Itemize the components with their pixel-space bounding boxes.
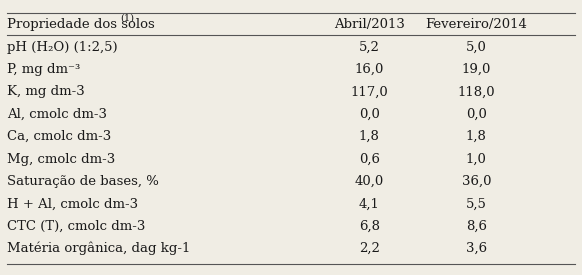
- Text: Al, cmolc dm-3: Al, cmolc dm-3: [7, 108, 107, 121]
- Text: 117,0: 117,0: [350, 85, 388, 98]
- Text: Abril/2013: Abril/2013: [333, 18, 404, 31]
- Text: (1): (1): [120, 13, 134, 22]
- Text: Fevereiro/2014: Fevereiro/2014: [425, 18, 527, 31]
- Text: 5,0: 5,0: [466, 40, 487, 54]
- Text: Ca, cmolc dm-3: Ca, cmolc dm-3: [7, 130, 111, 143]
- Text: 6,8: 6,8: [359, 220, 379, 233]
- Text: 0,6: 0,6: [359, 153, 379, 166]
- Text: 0,0: 0,0: [359, 108, 379, 121]
- Text: 5,5: 5,5: [466, 197, 487, 210]
- Text: 118,0: 118,0: [457, 85, 495, 98]
- Text: 5,2: 5,2: [359, 40, 379, 54]
- Text: CTC (T), cmolc dm-3: CTC (T), cmolc dm-3: [7, 220, 146, 233]
- Text: 1,8: 1,8: [359, 130, 379, 143]
- Text: 16,0: 16,0: [354, 63, 384, 76]
- Text: Propriedade dos solos: Propriedade dos solos: [7, 18, 159, 31]
- Text: 40,0: 40,0: [354, 175, 384, 188]
- Text: 1,8: 1,8: [466, 130, 487, 143]
- Text: K, mg dm-3: K, mg dm-3: [7, 85, 85, 98]
- Text: Matéria orgânica, dag kg-1: Matéria orgânica, dag kg-1: [7, 242, 190, 255]
- Text: Saturação de bases, %: Saturação de bases, %: [7, 175, 159, 188]
- Text: 0,0: 0,0: [466, 108, 487, 121]
- Text: H + Al, cmolc dm-3: H + Al, cmolc dm-3: [7, 197, 139, 210]
- Text: 8,6: 8,6: [466, 220, 487, 233]
- Text: 19,0: 19,0: [462, 63, 491, 76]
- Text: 36,0: 36,0: [462, 175, 491, 188]
- Text: pH (H₂O) (1:2,5): pH (H₂O) (1:2,5): [7, 40, 118, 54]
- Text: 4,1: 4,1: [359, 197, 379, 210]
- Text: 3,6: 3,6: [466, 242, 487, 255]
- Text: 2,2: 2,2: [359, 242, 379, 255]
- Text: Mg, cmolc dm-3: Mg, cmolc dm-3: [7, 153, 115, 166]
- Text: P, mg dm⁻³: P, mg dm⁻³: [7, 63, 80, 76]
- Text: 1,0: 1,0: [466, 153, 487, 166]
